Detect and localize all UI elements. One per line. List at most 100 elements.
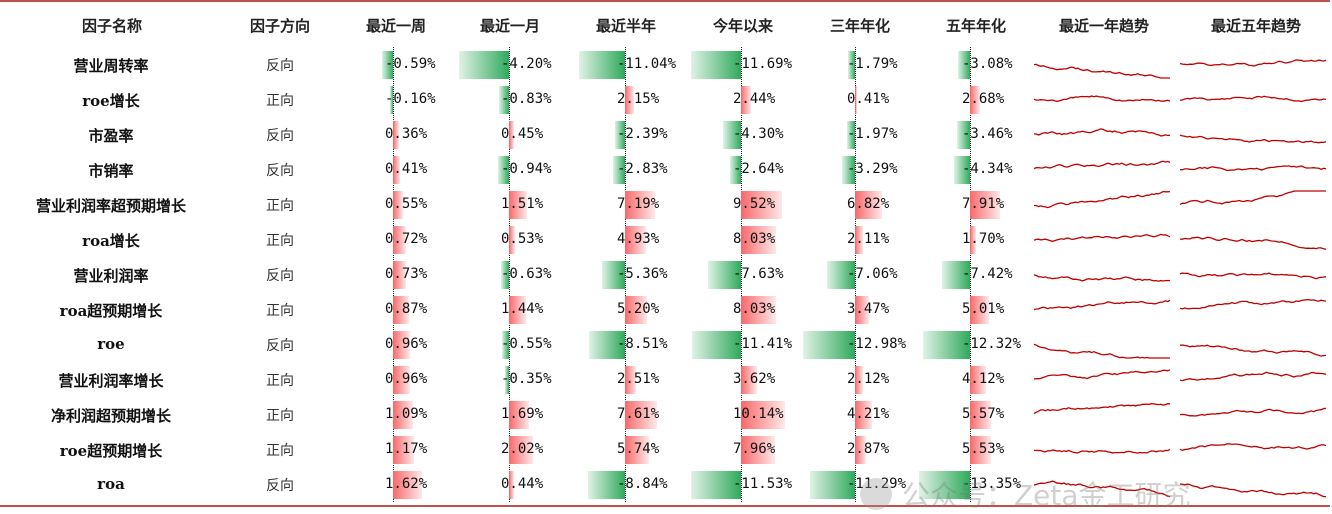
- return-value: -1.79%: [847, 55, 898, 72]
- return-value: 0.45%: [501, 125, 544, 142]
- negative-bar: [809, 470, 855, 499]
- factor-name: roe超预期增长: [59, 441, 163, 460]
- negative-bar: [729, 155, 741, 184]
- factor-direction: 正向: [266, 232, 294, 249]
- positive-bar: [970, 435, 991, 464]
- return-value: -8.84%: [617, 475, 668, 492]
- positive-bar: [855, 225, 864, 254]
- column-header: 今年以来: [712, 17, 773, 35]
- return-value: 0.36%: [385, 125, 428, 142]
- negative-bar: [826, 260, 855, 289]
- positive-bar: [393, 260, 407, 289]
- return-value: -1.97%: [847, 125, 898, 142]
- positive-bar: [393, 190, 403, 219]
- wechat-logo-icon: [860, 478, 892, 510]
- five-year-trend-sparkline: [1179, 298, 1327, 310]
- negative-bar: [587, 470, 625, 499]
- return-value: 7.61%: [617, 405, 660, 422]
- return-value: -0.63%: [501, 265, 552, 282]
- positive-bar: [393, 470, 423, 499]
- one-year-trend-sparkline: [1033, 343, 1170, 359]
- watermark: 公众号：Zeta金工研究: [860, 474, 1191, 514]
- watermark-text: 公众号：Zeta金工研究: [902, 479, 1191, 512]
- factor-name: roa增长: [82, 231, 140, 250]
- negative-bar: [589, 330, 625, 359]
- negative-bar: [708, 260, 741, 289]
- factor-name: roa: [97, 474, 125, 493]
- positive-bar: [970, 365, 986, 394]
- negative-bar: [504, 365, 509, 394]
- return-value: 1.69%: [501, 405, 544, 422]
- positive-bar: [509, 435, 534, 464]
- return-value: 2.87%: [847, 440, 890, 457]
- return-value: -11.53%: [733, 475, 793, 492]
- column-header: 最近半年: [595, 17, 656, 35]
- positive-bar: [855, 365, 864, 394]
- return-value: -3.29%: [847, 160, 898, 177]
- five-year-trend-sparkline: [1179, 134, 1327, 144]
- return-value: -11.04%: [617, 55, 677, 72]
- positive-bar: [625, 295, 647, 324]
- positive-bar: [509, 225, 516, 254]
- negative-bar: [941, 260, 970, 289]
- return-value: 2.12%: [847, 370, 890, 387]
- return-value: 0.73%: [385, 265, 428, 282]
- negative-bar: [803, 330, 855, 359]
- return-value: 4.21%: [847, 405, 890, 422]
- column-header: 最近一月: [479, 17, 540, 35]
- return-value: 0.96%: [385, 335, 428, 352]
- positive-bar: [625, 225, 646, 254]
- return-value: 0.53%: [501, 230, 544, 247]
- five-year-trend-sparkline: [1179, 344, 1327, 357]
- one-year-trend-sparkline: [1033, 160, 1171, 170]
- positive-bar: [970, 85, 981, 114]
- positive-bar: [741, 295, 776, 324]
- positive-bar: [741, 365, 757, 394]
- return-value: -3.08%: [962, 55, 1013, 72]
- positive-bar: [393, 225, 406, 254]
- negative-bar: [722, 120, 741, 149]
- factor-direction: 正向: [266, 407, 294, 424]
- return-value: -12.98%: [847, 335, 907, 352]
- return-value: 1.51%: [501, 195, 544, 212]
- return-value: -0.94%: [501, 160, 552, 177]
- negative-bar: [499, 85, 509, 114]
- one-year-trend-sparkline: [1033, 63, 1170, 79]
- five-year-trend-sparkline: [1179, 371, 1327, 382]
- return-value: 10.14%: [733, 405, 784, 422]
- column-header: 五年年化: [945, 17, 1006, 35]
- zero-axis: [741, 47, 742, 502]
- return-value: 2.68%: [962, 90, 1005, 107]
- positive-bar: [741, 400, 785, 429]
- factor-direction: 正向: [266, 372, 294, 389]
- return-value: 0.55%: [385, 195, 428, 212]
- return-value: -7.06%: [847, 265, 898, 282]
- positive-bar: [855, 295, 869, 324]
- one-year-trend-sparkline: [1033, 402, 1171, 415]
- five-year-trend-sparkline: [1179, 443, 1327, 451]
- factor-name: roe增长: [82, 91, 140, 110]
- positive-bar: [625, 400, 657, 429]
- return-value: -2.83%: [617, 160, 668, 177]
- return-value: -8.51%: [617, 335, 668, 352]
- negative-bar: [847, 50, 855, 79]
- factor-direction: 反向: [266, 477, 294, 494]
- return-value: -11.41%: [733, 335, 793, 352]
- positive-bar: [509, 470, 515, 499]
- factor-direction: 反向: [266, 57, 294, 74]
- negative-bar: [953, 155, 970, 184]
- return-value: 8.03%: [733, 230, 776, 247]
- return-value: -5.36%: [617, 265, 668, 282]
- negative-bar: [923, 330, 970, 359]
- return-value: 3.62%: [733, 370, 776, 387]
- return-value: 4.93%: [617, 230, 660, 247]
- negative-bar: [382, 50, 393, 79]
- return-value: 3.47%: [847, 300, 890, 317]
- negative-bar: [502, 330, 509, 359]
- positive-bar: [741, 190, 782, 219]
- return-value: -2.64%: [733, 160, 784, 177]
- return-value: 2.15%: [617, 90, 660, 107]
- return-value: -0.59%: [385, 55, 436, 72]
